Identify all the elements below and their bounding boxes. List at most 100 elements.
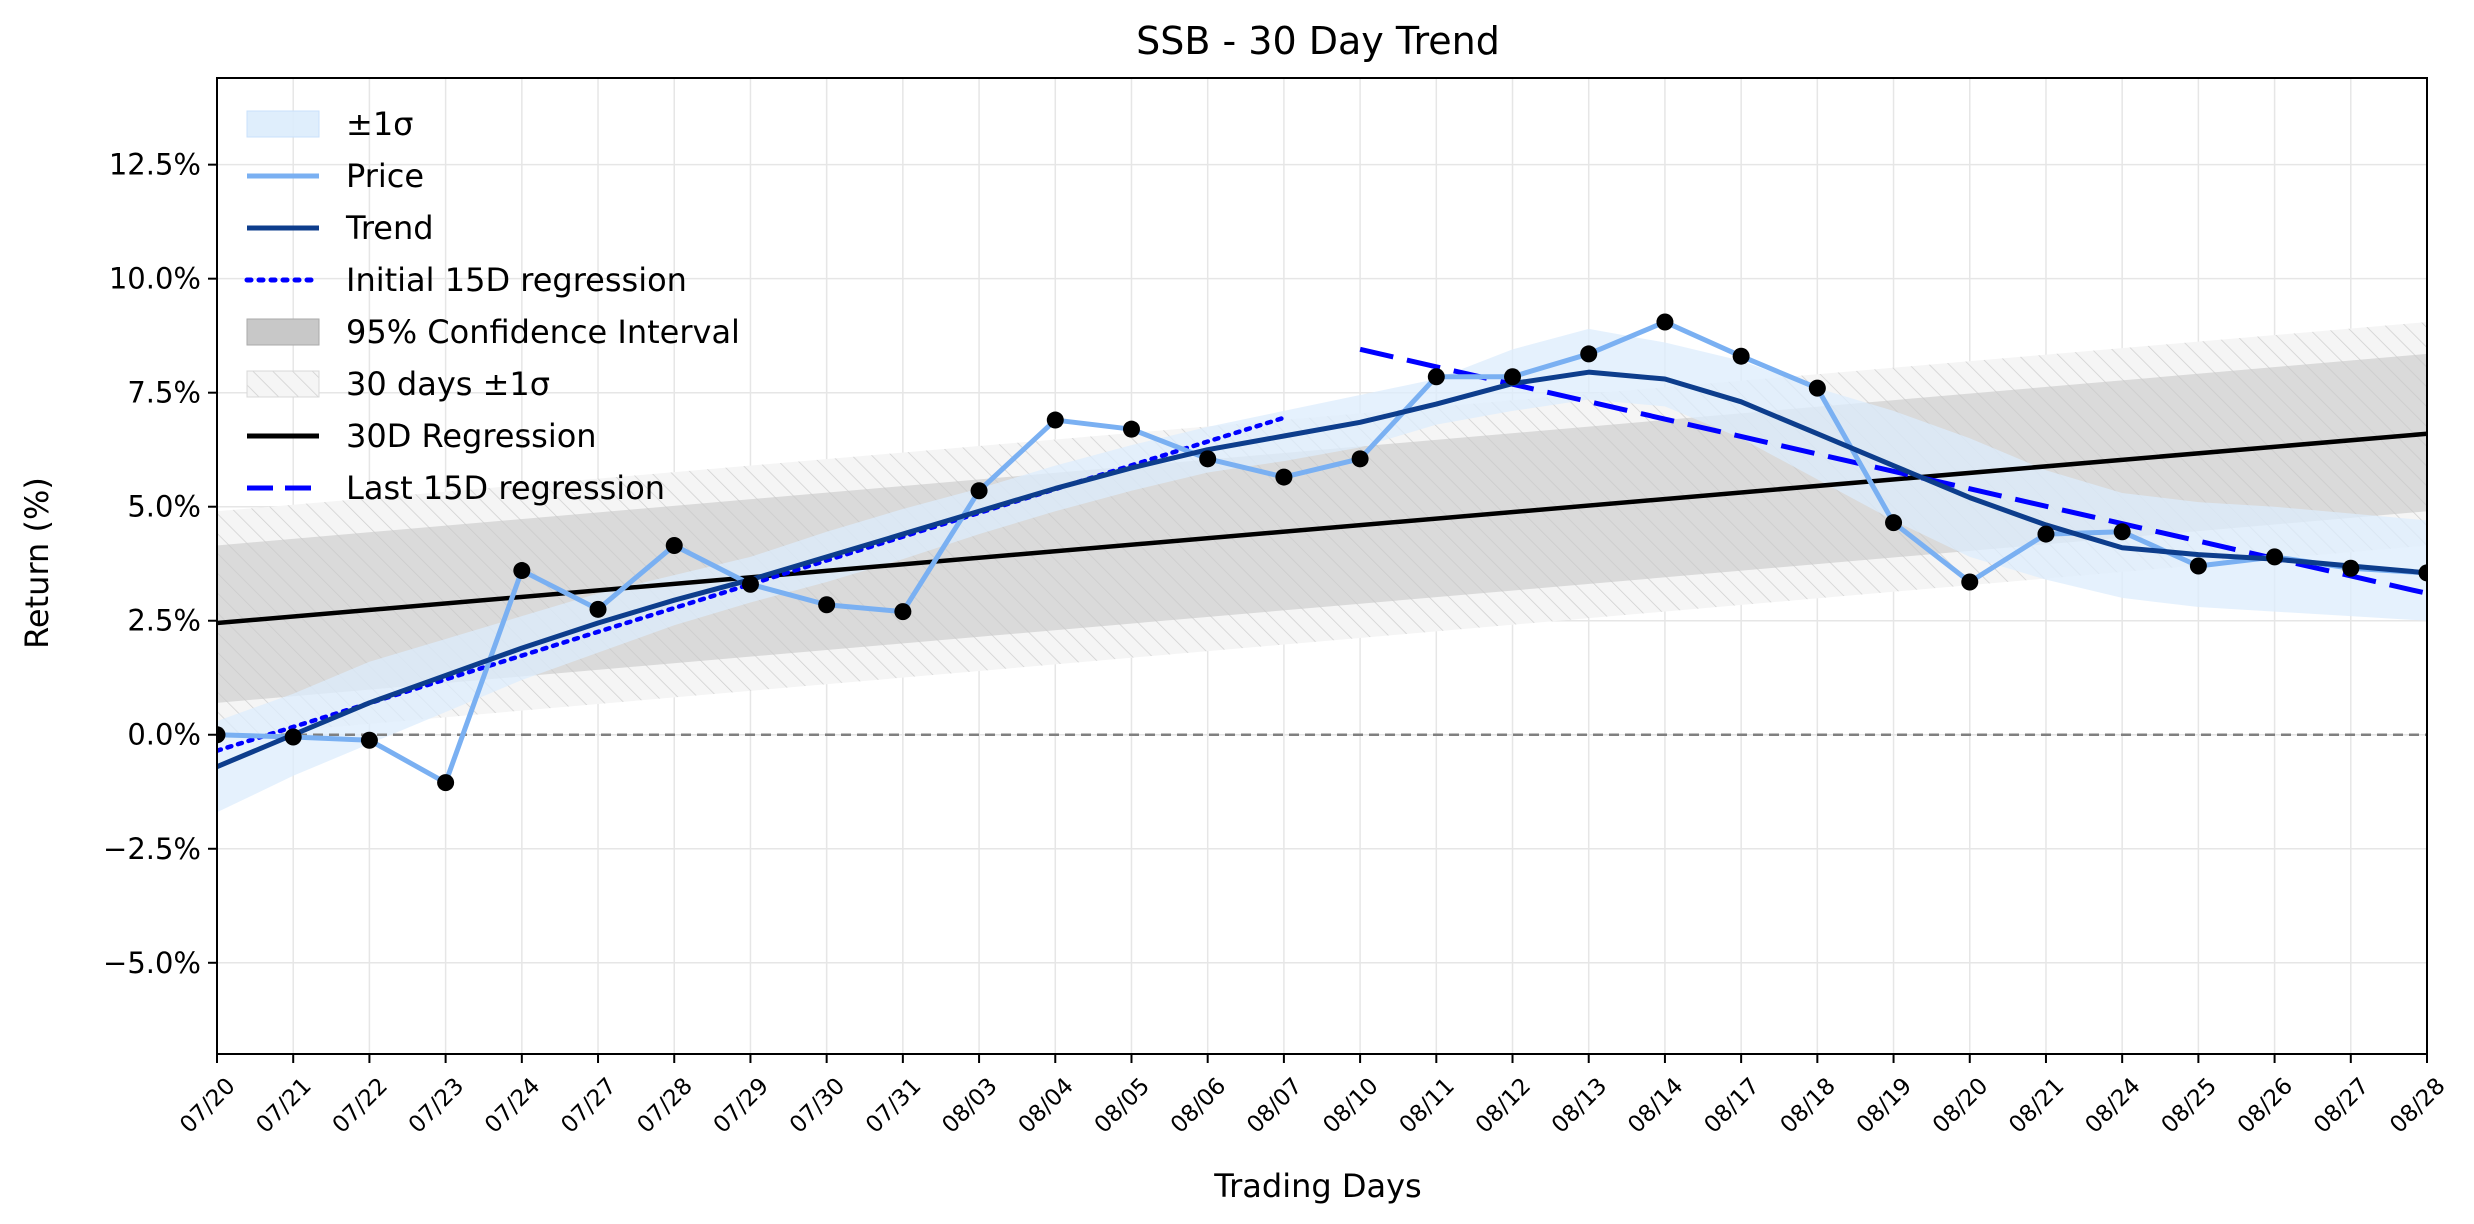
price-point [2266, 548, 2284, 566]
x-tick-label: 07/31 [861, 1073, 926, 1138]
price-point [2037, 525, 2055, 543]
x-tick-label: 08/21 [2004, 1073, 2069, 1138]
legend-label: 30D Regression [346, 417, 597, 455]
x-tick-label: 08/19 [1852, 1073, 1917, 1138]
x-tick-label: 08/10 [1318, 1073, 1383, 1138]
x-tick-label: 07/28 [633, 1073, 698, 1138]
price-point [1122, 420, 1140, 438]
x-tick-label: 08/25 [2157, 1073, 2222, 1138]
y-tick-label: 5.0% [127, 490, 201, 524]
price-point [217, 726, 226, 744]
x-tick-label: 08/17 [1699, 1073, 1764, 1138]
x-tick-label: 07/20 [175, 1073, 240, 1138]
price-point [1656, 313, 1674, 331]
legend-swatch [246, 318, 320, 346]
price-point [2189, 557, 2207, 575]
price-point [1199, 450, 1217, 468]
legend-item: ±1σ [246, 105, 413, 143]
x-tick-label: 08/26 [2233, 1073, 2298, 1138]
legend-label: 30 days ±1σ [346, 365, 550, 403]
price-point [1504, 368, 1522, 386]
legend-label: 95% Confidence Interval [346, 313, 740, 351]
y-tick-label: 0.0% [127, 718, 201, 752]
price-point [665, 536, 683, 554]
legend-item: Initial 15D regression [244, 261, 687, 299]
price-point [1580, 345, 1598, 363]
x-axis-label: Trading Days [1213, 1167, 1421, 1205]
x-tick-label: 07/30 [785, 1073, 850, 1138]
x-tick-label: 08/12 [1471, 1073, 1536, 1138]
x-tick-label: 08/03 [937, 1073, 1002, 1138]
price-point [437, 774, 455, 792]
price-point [360, 731, 378, 749]
price-point [970, 482, 988, 500]
x-tick-label: 08/05 [1090, 1073, 1155, 1138]
price-point [1808, 379, 1826, 397]
x-tick-label: 08/14 [1623, 1073, 1688, 1138]
x-tick-label: 07/21 [251, 1073, 316, 1138]
x-tick-label: 08/28 [2385, 1073, 2450, 1138]
x-tick-label: 08/11 [1395, 1073, 1460, 1138]
price-point [589, 600, 607, 618]
legend-item: Price [247, 157, 424, 195]
price-point [1351, 450, 1369, 468]
x-tick-label: 08/27 [2309, 1073, 2374, 1138]
price-point [818, 596, 836, 614]
legend-label: Initial 15D regression [346, 261, 687, 299]
x-tick-label: 08/24 [2080, 1073, 2145, 1138]
price-point [2113, 523, 2131, 541]
legend-item: 30 days ±1σ [246, 365, 550, 403]
y-tick-label: 12.5% [109, 148, 201, 182]
x-tick-label: 08/04 [1014, 1073, 1079, 1138]
legend-item: 95% Confidence Interval [246, 313, 740, 351]
legend-label: Price [346, 157, 424, 195]
legend: ±1σ Price Trend Initial 15D regression 95% C… [244, 105, 740, 507]
legend-item: 30D Regression [247, 417, 597, 455]
price-point [2418, 564, 2427, 582]
legend-label: ±1σ [346, 105, 413, 143]
legend-label: Last 15D regression [346, 469, 665, 507]
legend-swatch [246, 370, 320, 398]
x-tick-label: 07/24 [480, 1073, 545, 1138]
y-tick-label: 7.5% [127, 376, 201, 410]
x-tick-label: 07/29 [709, 1073, 774, 1138]
price-point [513, 562, 531, 580]
x-tick-label: 07/27 [556, 1073, 621, 1138]
line-last-15d-regression [1359, 346, 2427, 596]
price-point [284, 728, 302, 746]
price-point [2342, 559, 2360, 577]
price-point [1732, 347, 1750, 365]
plot-frame [216, 77, 2428, 1055]
x-tick-label: 08/13 [1547, 1073, 1612, 1138]
x-tick-label: 08/18 [1776, 1073, 1841, 1138]
band-sigma [217, 328, 2427, 813]
y-tick-label: 10.0% [109, 262, 201, 296]
x-tick-label: 08/06 [1166, 1073, 1231, 1138]
x-tick-label: 07/22 [328, 1073, 393, 1138]
line-trend [217, 369, 2427, 769]
legend-swatch [246, 110, 320, 138]
y-tick-label: 2.5% [127, 604, 201, 638]
line-30d-regression [217, 431, 2427, 626]
y-tick-label: −5.0% [103, 946, 201, 980]
x-tick-label: 08/20 [1928, 1073, 1993, 1138]
price-point [1275, 468, 1293, 486]
x-tick-label: 08/07 [1242, 1073, 1307, 1138]
price-point [1427, 368, 1445, 386]
y-tick-label: −2.5% [103, 832, 201, 866]
x-tick-label: 07/23 [404, 1073, 469, 1138]
y-axis-label: Return (%) [18, 477, 56, 649]
price-point [1961, 573, 1979, 591]
price-point [1046, 411, 1064, 429]
plot-area [217, 313, 2427, 813]
legend-label: Trend [345, 209, 434, 247]
price-point [894, 603, 912, 621]
chart-title: SSB - 30 Day Trend [1136, 19, 1500, 63]
price-point [741, 575, 759, 593]
legend-item: Last 15D regression [247, 469, 665, 507]
line-price [217, 319, 2427, 786]
price-point [1885, 514, 1903, 532]
legend-item: Trend [247, 209, 434, 247]
